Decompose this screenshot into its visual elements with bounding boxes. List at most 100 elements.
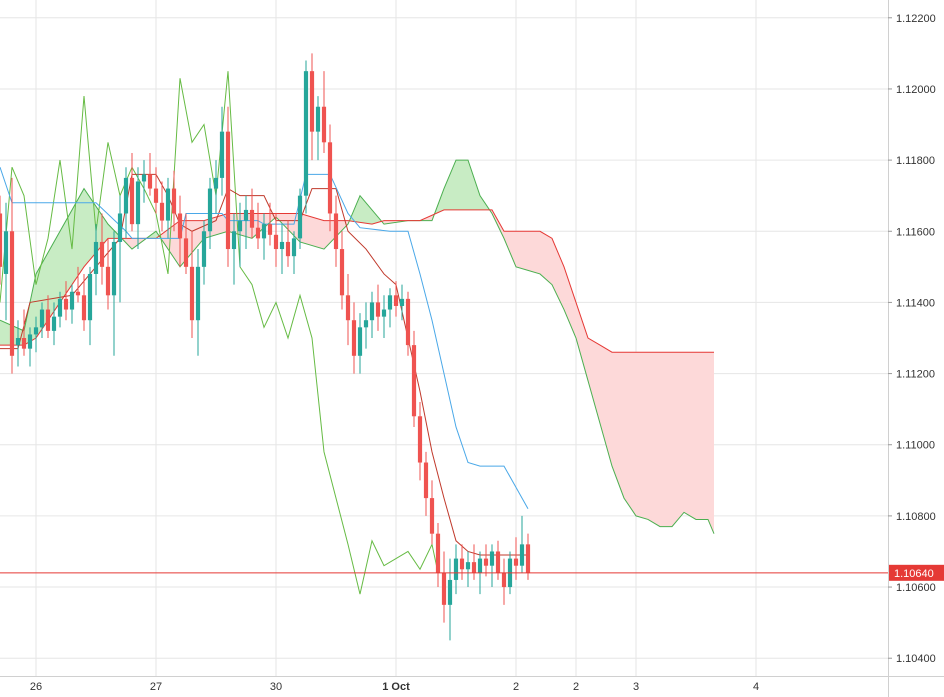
cloud-bullish (0, 188, 123, 346)
candle-bullish (135, 167, 141, 250)
candle-body (57, 298, 63, 317)
candle-body (393, 295, 399, 306)
candle-bearish (267, 202, 273, 246)
candle-body (249, 209, 255, 228)
candle-bearish (471, 544, 477, 580)
candle-bearish (495, 540, 501, 580)
candle-bearish (189, 231, 195, 338)
candle-bearish (75, 266, 81, 303)
candle-bullish (117, 195, 123, 303)
candle-bullish (387, 288, 393, 328)
candle-body (441, 572, 447, 605)
candle-body (15, 338, 21, 346)
candle-body (123, 177, 129, 214)
candle-body (177, 213, 183, 239)
cloud-bullish (349, 195, 383, 225)
candle-body (399, 298, 405, 306)
senkou-span-a-line (0, 159, 715, 534)
candle-bearish (441, 551, 447, 623)
candle-bearish (129, 152, 135, 232)
candle-bullish (357, 313, 363, 374)
y-tick-label: 1.11800 (896, 155, 935, 167)
y-tick-label: 1.10800 (896, 511, 936, 523)
candle-bearish (483, 544, 489, 577)
candle-body (213, 177, 219, 189)
candle-body (423, 462, 429, 499)
candle-bullish (453, 544, 459, 595)
cloud-bearish (160, 213, 350, 267)
candle-body (309, 71, 315, 132)
candle-body (453, 558, 459, 580)
candle-body (261, 224, 267, 239)
candle-bullish (195, 249, 201, 356)
candle-bullish (141, 160, 147, 203)
candle-body (231, 231, 237, 250)
candle-body (81, 295, 87, 321)
candle-body (165, 188, 171, 221)
cloud-bullish (435, 160, 491, 214)
candle-body (411, 345, 417, 417)
candle-bullish (369, 291, 375, 338)
candle-bullish (213, 160, 219, 214)
ichimoku-cloud (0, 160, 714, 534)
candle-bullish (27, 327, 33, 367)
candle-body (225, 131, 231, 250)
candle-bearish (459, 544, 465, 580)
candle-body (219, 131, 225, 178)
candle-body (141, 174, 147, 182)
candle-bullish (93, 224, 99, 296)
y-tick-label: 1.12000 (896, 84, 936, 96)
candle-bullish (3, 202, 9, 321)
candle-bearish (375, 284, 381, 331)
candle-bearish (225, 106, 231, 267)
candle-bearish (333, 195, 339, 267)
x-tick-label: 3 (633, 681, 639, 693)
candle-body (27, 334, 33, 349)
candle-bullish (261, 213, 267, 260)
candle-bearish (273, 213, 279, 267)
candle-body (471, 562, 477, 573)
candle-body (417, 416, 423, 463)
candle-body (105, 266, 111, 296)
candle-bearish (99, 213, 105, 285)
candle-bullish (297, 188, 303, 250)
candle-bearish (45, 295, 51, 338)
x-tick-label: 2 (573, 681, 579, 693)
candle-body (321, 106, 327, 143)
candle-body (201, 231, 207, 267)
candle-bullish (489, 544, 495, 588)
candle-body (525, 544, 531, 573)
candle-bearish (81, 273, 87, 331)
candle-body (45, 309, 51, 331)
candle-body (189, 266, 195, 321)
candle-bearish (177, 195, 183, 267)
candle-body (75, 291, 81, 296)
candle-bearish (171, 170, 177, 232)
candle-bearish (351, 302, 357, 374)
candle-bullish (111, 231, 117, 356)
candle-body (345, 295, 351, 321)
candle-bullish (39, 302, 45, 338)
candle-bullish (399, 284, 405, 321)
candle-bullish (279, 224, 285, 274)
candle-bearish (393, 281, 399, 317)
x-tick-label: 30 (270, 681, 282, 693)
candle-body (513, 558, 519, 566)
candle-bearish (321, 71, 327, 153)
candle-bullish (33, 316, 39, 353)
candle-bullish (201, 220, 207, 285)
candle-body (315, 106, 321, 132)
candle-body (273, 234, 279, 250)
y-tick-label: 1.10400 (896, 653, 936, 665)
current-price-tag (889, 564, 944, 581)
candle-body (381, 309, 387, 317)
candle-bearish (159, 181, 165, 232)
candle-body (135, 181, 141, 225)
candle-body (147, 174, 153, 189)
candle-bearish (417, 402, 423, 481)
candle-bearish (309, 53, 315, 161)
candle-bearish (249, 188, 255, 239)
y-tick-label: 1.11000 (896, 440, 935, 452)
